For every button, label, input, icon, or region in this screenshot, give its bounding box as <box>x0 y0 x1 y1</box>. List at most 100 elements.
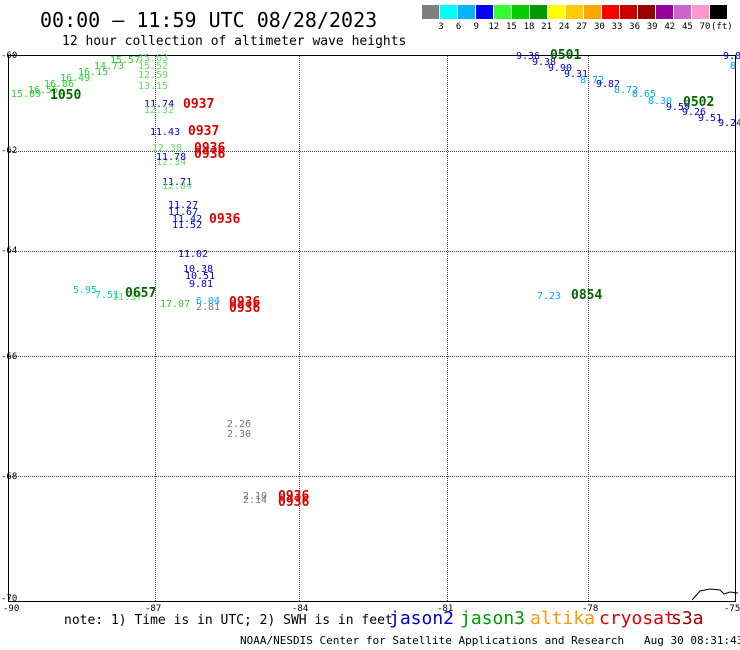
wave-height-value: 9.59 <box>666 102 691 113</box>
color-swatch <box>584 5 601 19</box>
latitude-label: -66 <box>1 352 18 362</box>
map-subtitle: 12 hour collection of altimeter wave hei… <box>62 34 407 49</box>
longitude-label: -87 <box>145 604 162 614</box>
color-scale-tick: 45 <box>681 22 693 32</box>
color-scale-tick: 39 <box>646 22 658 32</box>
coastline-shape <box>691 588 739 601</box>
wave-height-value: 8.72 <box>580 75 605 86</box>
color-scale-tick: 27 <box>576 22 588 32</box>
wave-height-value: 12.34 <box>156 157 187 168</box>
longitude-gridline <box>588 56 589 601</box>
color-swatch <box>458 5 475 19</box>
wave-height-value: 11.02 <box>178 249 209 260</box>
wave-height-value: 9.24 <box>718 118 740 129</box>
pass-time-label: 0936 <box>194 147 226 162</box>
wave-height-value: 5.95 <box>73 285 98 296</box>
footer-note: note: 1) Time is in UTC; 2) SWH is in fe… <box>64 613 393 628</box>
wave-height-value: 16.55 <box>28 85 59 96</box>
color-scale-tick: 70 <box>699 22 711 32</box>
wave-height-value: 15.52 <box>138 61 169 72</box>
latitude-gridline <box>9 251 735 252</box>
wave-height-value: 15.63 <box>138 53 169 64</box>
generated-timestamp: Aug 30 08:31:43 UTC 2023 <box>643 634 740 647</box>
pass-time-label: 0936 <box>278 495 310 510</box>
color-scale-tick: 6 <box>455 22 462 32</box>
map-plot-area <box>8 55 736 602</box>
wave-height-value: 9.90 <box>548 63 573 74</box>
color-scale-tick: 21 <box>541 22 553 32</box>
wave-height-value: 9.82 <box>596 79 621 90</box>
map-title: 00:00 — 11:59 UTC 08/28/2023 <box>40 8 378 32</box>
wave-height-value: 11.74 <box>144 99 175 110</box>
wave-height-value: 16.15 <box>78 67 109 78</box>
wave-height-value: 16.49 <box>60 73 91 84</box>
color-swatch <box>530 5 547 19</box>
color-swatch <box>710 5 727 19</box>
wave-height-value: 12.59 <box>138 70 169 81</box>
color-scale-tick: 18 <box>523 22 535 32</box>
color-swatch <box>476 5 493 19</box>
wave-height-value: 12.04 <box>162 181 193 192</box>
pass-time-label: 0936 <box>229 301 261 316</box>
wave-height-value: 13.15 <box>138 81 169 92</box>
color-swatch <box>494 5 511 19</box>
latitude-gridline <box>9 476 735 477</box>
color-swatch <box>422 5 439 19</box>
wave-height-value: 9.31 <box>564 69 589 80</box>
color-swatch <box>674 5 691 19</box>
wave-height-value: 14.73 <box>94 61 125 72</box>
wave-height-value: 10.51 <box>185 271 216 282</box>
wave-height-value: 11.52 <box>172 220 203 231</box>
wave-height-value: 2.26 <box>227 419 252 430</box>
color-scale-tick: 24 <box>558 22 570 32</box>
pass-time-label: 0936 <box>209 212 241 227</box>
wave-height-value: 12.38 <box>152 143 183 154</box>
latitude-label: -60 <box>1 51 18 61</box>
color-scale-tick: 36 <box>629 22 641 32</box>
wave-height-value: 8.65 <box>632 89 657 100</box>
color-scale-tick: 30 <box>593 22 605 32</box>
wave-height-value: 11.37 <box>112 292 143 303</box>
color-swatch <box>656 5 673 19</box>
wave-height-value: 2.14 <box>243 495 268 506</box>
color-scale-tick: 3 <box>438 22 444 32</box>
color-swatch <box>548 5 565 19</box>
wave-height-value: 9.36 <box>516 51 541 62</box>
pass-time-label: 0936 <box>194 141 226 156</box>
color-swatch <box>566 5 583 19</box>
wave-height-value: 2.30 <box>227 429 252 440</box>
latitude-label: -68 <box>1 472 18 482</box>
legend-cryosat: cryosat <box>599 608 675 629</box>
wave-height-value: 11.42 <box>172 214 203 225</box>
color-scale-tick: 9 <box>473 22 479 32</box>
pass-time-label: 0501 <box>550 48 582 63</box>
longitude-label: -90 <box>3 604 20 614</box>
color-scale-tick: 33 <box>611 22 623 32</box>
color-swatch <box>602 5 619 19</box>
wave-height-value: 11.71 <box>162 177 193 188</box>
latitude-gridline <box>9 356 735 357</box>
longitude-label: -81 <box>437 604 454 614</box>
wave-height-value: 7.51 <box>95 290 120 301</box>
wave-height-value: 11.78 <box>156 152 187 163</box>
latitude-label: -62 <box>1 146 18 156</box>
wave-height-value: 9.38 <box>532 57 557 68</box>
longitude-gridline <box>299 56 300 601</box>
wave-height-value: 17.07 <box>160 299 191 310</box>
wave-height-value: 11.67 <box>168 207 199 218</box>
latitude-gridline <box>9 151 735 152</box>
footer-credit: NOAA/NESDIS Center for Satellite Applica… <box>240 634 740 647</box>
pass-time-label: 1050 <box>50 88 82 103</box>
wave-height-value: 9.26 <box>682 107 707 118</box>
wave-height-value: 12.32 <box>144 105 175 116</box>
wave-height-value: 16.86 <box>44 79 75 90</box>
legend-s3a: s3a <box>671 608 704 629</box>
pass-time-label: 0657 <box>125 286 157 301</box>
legend-jason3: jason3 <box>460 608 526 629</box>
wave-height-value: 10.38 <box>183 264 214 275</box>
wave-height-value: 11.43 <box>150 127 181 138</box>
wave-height-value: 15.57 <box>110 55 141 66</box>
wave-height-value: 7.23 <box>537 291 562 302</box>
color-scale-unit: (ft) <box>711 22 733 32</box>
credit-text: NOAA/NESDIS Center for Satellite Applica… <box>240 634 625 647</box>
